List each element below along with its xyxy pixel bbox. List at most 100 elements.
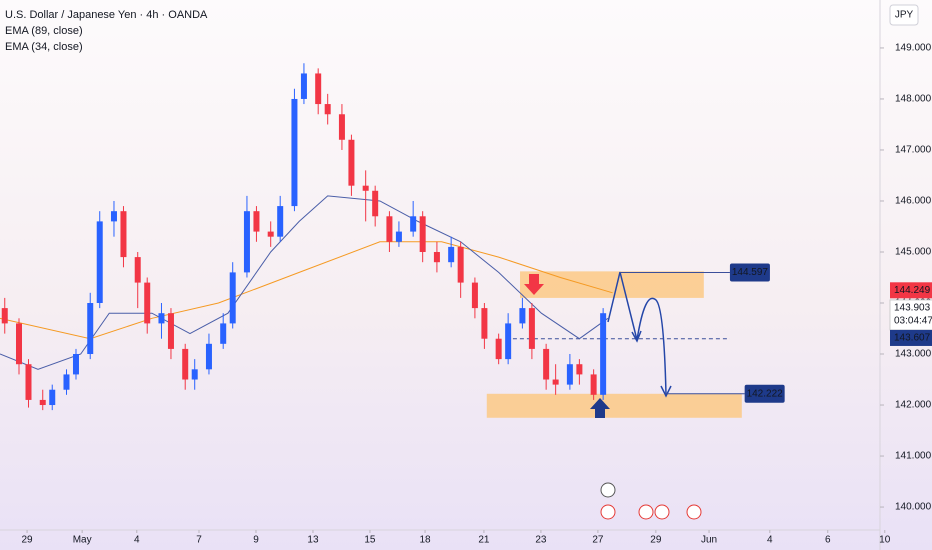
level-label: 144.597 (732, 267, 769, 278)
down-arrow (524, 274, 544, 295)
candle-body (291, 98, 298, 207)
event-icon[interactable] (638, 504, 654, 520)
x-tick-label: 27 (592, 535, 604, 546)
up-arrow (590, 398, 610, 418)
candle-body (471, 282, 478, 309)
candle-body (315, 73, 322, 105)
y-tick-label: 140.000 (895, 502, 932, 513)
projection-path (607, 271, 667, 396)
candle-body (324, 104, 331, 115)
y-tick-label: 145.000 (895, 247, 932, 258)
candle-body (191, 369, 198, 380)
candle-body (167, 313, 174, 349)
x-tick-label: 6 (825, 535, 831, 546)
candle-body (72, 354, 79, 375)
legend-entry: EMA (34, close) (5, 41, 83, 53)
candle-body (110, 211, 117, 222)
candle-body (220, 323, 227, 344)
y-tick-label: 149.000 (895, 43, 932, 54)
level-tag (729, 263, 770, 282)
x-tick-label: 13 (307, 535, 319, 546)
candle-body (253, 211, 260, 232)
candle-body (87, 303, 94, 355)
x-tick-label: 23 (535, 535, 547, 546)
x-tick-label: Jun (701, 535, 717, 546)
candle-body (552, 379, 559, 385)
candle-body (576, 364, 583, 375)
event-icon[interactable] (600, 482, 616, 498)
candle-body (229, 272, 236, 324)
price-tag-label: 143.903 (894, 303, 931, 314)
arrow-head (631, 330, 642, 343)
event-icon[interactable] (600, 504, 616, 520)
candle-body (63, 374, 70, 390)
candle-body (1, 308, 8, 324)
x-tick-label: 10 (879, 535, 891, 546)
y-tick-label: 147.000 (895, 145, 932, 156)
x-tick-label: 9 (253, 535, 259, 546)
candle-body (395, 231, 402, 242)
candle-body (372, 190, 379, 217)
candle-body (410, 216, 417, 232)
candle-body (433, 251, 440, 263)
y-tick-label: 146.000 (895, 196, 932, 207)
ema-line (0, 195, 609, 370)
candle-body (348, 139, 355, 186)
event-icons (600, 482, 702, 520)
x-tick-label: 15 (364, 535, 376, 546)
candle-body (96, 221, 103, 304)
x-tick-label: 21 (478, 535, 490, 546)
event-icon[interactable] (654, 504, 670, 520)
candle-body (590, 374, 597, 395)
candle-body (386, 216, 393, 242)
candle-body (448, 246, 455, 263)
candle-body (481, 308, 488, 339)
ema-line (0, 241, 613, 340)
candle-body (519, 308, 526, 324)
price-tag-label: 144.249 (894, 285, 931, 296)
y-tick-label: 148.000 (895, 94, 932, 105)
event-icon[interactable] (686, 504, 702, 520)
countdown: 03:04:47 (894, 316, 932, 327)
level-label: 142.222 (747, 388, 784, 399)
candle-body (600, 313, 607, 395)
x-tick-label: 29 (22, 535, 34, 546)
x-tick-label: 29 (650, 535, 662, 546)
candle-body (144, 282, 151, 324)
candle-body (182, 348, 189, 380)
candle-body (15, 323, 22, 365)
zone (520, 271, 704, 298)
candle-body (243, 211, 250, 273)
candle-body (505, 323, 512, 360)
candle-body (205, 343, 212, 370)
y-tick-label: 143.000 (895, 349, 932, 360)
arrow-head (660, 385, 672, 398)
candle-body (543, 348, 550, 380)
legend-entry: EMA (89, close) (5, 25, 83, 37)
price-tag (890, 329, 932, 346)
y-tick-label: 142.000 (895, 400, 932, 411)
candle-body (566, 364, 573, 385)
chart-title: U.S. Dollar / Japanese Yen · 4h · OANDA (5, 9, 208, 21)
candle-body (300, 73, 307, 99)
candle-body (277, 206, 284, 237)
level-tag (744, 384, 785, 403)
candle-body (25, 364, 32, 400)
candle-body (338, 114, 345, 140)
price-tag-label: 143.607 (894, 333, 931, 344)
currency-box[interactable] (889, 4, 919, 26)
currency[interactable]: JPY (895, 10, 914, 21)
x-tick-label: 7 (196, 535, 202, 546)
candle-body (528, 308, 535, 349)
candle-body (362, 185, 369, 191)
candle-body (158, 313, 165, 324)
candle-body (267, 231, 274, 237)
y-tick-label: 141.000 (895, 451, 932, 462)
price-tag (889, 299, 932, 331)
plot-area (0, 63, 742, 418)
x-tick-label: May (73, 535, 92, 546)
zone (486, 393, 742, 418)
candle-body (120, 211, 127, 258)
